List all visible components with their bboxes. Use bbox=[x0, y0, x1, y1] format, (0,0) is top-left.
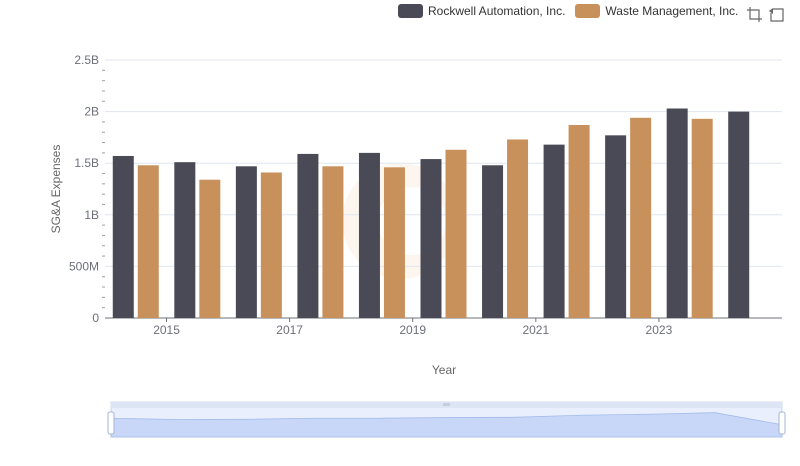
x-axis: 2015 2017 2019 2021 2023 bbox=[105, 317, 782, 337]
bar-waste-management-2023[interactable] bbox=[691, 118, 713, 318]
x-axis-title: Year bbox=[432, 363, 456, 377]
y-axis: 0 500M 1B 1.5B 2B 2.5B bbox=[69, 53, 105, 325]
bar-rockwell-2016[interactable] bbox=[235, 166, 257, 318]
y-tick-label: 2.5B bbox=[74, 53, 99, 67]
x-tick-label: 2023 bbox=[646, 323, 673, 337]
toolbox bbox=[746, 6, 790, 24]
bar-rockwell-2019[interactable] bbox=[420, 159, 442, 318]
y-tick-label: 2B bbox=[84, 105, 99, 119]
bar-waste-management-2018[interactable] bbox=[383, 167, 405, 318]
bar-rockwell-2017[interactable] bbox=[297, 153, 319, 318]
datazoom-handle-left[interactable] bbox=[107, 411, 115, 435]
y-tick-label: 0 bbox=[92, 311, 99, 325]
bar-waste-management-2014[interactable] bbox=[137, 165, 159, 318]
legend-swatch-rockwell bbox=[398, 4, 423, 18]
y-tick-label: 1B bbox=[84, 208, 99, 222]
y-axis-title: SG&A Expenses bbox=[49, 145, 63, 234]
bar-waste-management-2021[interactable] bbox=[568, 125, 590, 319]
bars bbox=[112, 108, 750, 319]
bar-rockwell-2023[interactable] bbox=[666, 108, 688, 318]
crop-zoom-icon[interactable] bbox=[746, 6, 764, 24]
x-tick-label: 2021 bbox=[522, 323, 549, 337]
datazoom-handle-right[interactable] bbox=[778, 411, 786, 435]
y-tick-label: 500M bbox=[69, 259, 99, 273]
bar-rockwell-2015[interactable] bbox=[174, 162, 196, 318]
datazoom-selection[interactable] bbox=[111, 408, 782, 437]
datazoom-move-handle[interactable] bbox=[443, 403, 450, 406]
bar-rockwell-2024[interactable] bbox=[728, 111, 750, 318]
legend: Rockwell Automation, Inc. Waste Manageme… bbox=[398, 4, 748, 18]
datazoom-slider[interactable] bbox=[107, 401, 786, 438]
x-tick-label: 2015 bbox=[153, 323, 180, 337]
bar-rockwell-2018[interactable] bbox=[358, 152, 380, 318]
bar-waste-management-2015[interactable] bbox=[199, 179, 221, 318]
bar-waste-management-2016[interactable] bbox=[260, 172, 282, 318]
y-tick-label: 1.5B bbox=[74, 156, 99, 170]
datazoom-preview-area bbox=[110, 412, 783, 438]
legend-swatch-waste-management bbox=[575, 4, 601, 18]
legend-item-rockwell[interactable]: Rockwell Automation, Inc. bbox=[398, 4, 565, 18]
x-tick-label: 2017 bbox=[276, 323, 303, 337]
bar-rockwell-2020[interactable] bbox=[482, 165, 504, 318]
bar-waste-management-2020[interactable] bbox=[507, 139, 529, 318]
bar-rockwell-2022[interactable] bbox=[605, 135, 627, 318]
bar-rockwell-2014[interactable] bbox=[112, 155, 134, 318]
legend-label-rockwell: Rockwell Automation, Inc. bbox=[428, 4, 566, 18]
zoom-reset-icon[interactable] bbox=[768, 6, 786, 24]
legend-label-waste-management: Waste Management, Inc. bbox=[605, 4, 739, 18]
x-tick-label: 2019 bbox=[399, 323, 426, 337]
bar-waste-management-2022[interactable] bbox=[630, 117, 652, 319]
bar-waste-management-2017[interactable] bbox=[322, 166, 344, 318]
bar-rockwell-2021[interactable] bbox=[543, 144, 565, 318]
bar-waste-management-2019[interactable] bbox=[445, 149, 467, 318]
legend-item-waste-management[interactable]: Waste Management, Inc. bbox=[575, 4, 738, 18]
